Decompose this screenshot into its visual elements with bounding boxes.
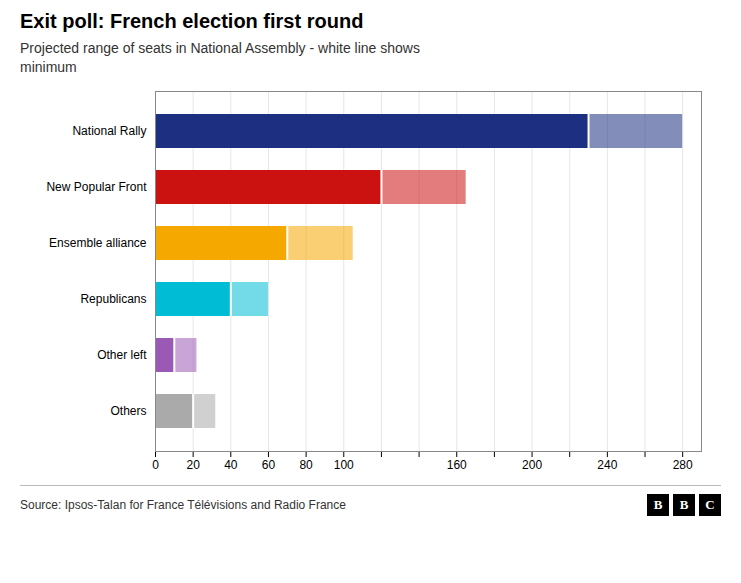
html-text:B: B — [679, 496, 689, 512]
svg-text:100: 100 — [334, 458, 354, 472]
html-text:C: C — [705, 496, 715, 512]
svg-text:Republicans: Republicans — [80, 292, 146, 306]
svg-text:20: 20 — [186, 458, 200, 472]
svg-text:Ensemble alliance: Ensemble alliance — [49, 236, 147, 250]
svg-text:200: 200 — [522, 458, 542, 472]
html-text:B: B — [653, 496, 663, 512]
svg-text:Others: Others — [110, 404, 146, 418]
svg-text:280: 280 — [673, 458, 693, 472]
html-text:Source: Ipsos-Talan for France: Source: Ipsos-Talan for France Télévisio… — [20, 497, 346, 512]
svg-text:New Popular Front: New Popular Front — [46, 180, 147, 194]
html-text:Exit poll: French election fir: Exit poll: French election first round — [20, 10, 364, 32]
svg-text:0: 0 — [152, 458, 159, 472]
svg-text:80: 80 — [299, 458, 313, 472]
svg-text:40: 40 — [224, 458, 238, 472]
html-text:Projected range of seats in Na: Projected range of seats in National Ass… — [20, 40, 420, 75]
svg-text:60: 60 — [262, 458, 276, 472]
svg-text:National Rally: National Rally — [72, 124, 146, 138]
svg-text:240: 240 — [597, 458, 617, 472]
svg-text:Other left: Other left — [97, 348, 147, 362]
svg-text:160: 160 — [447, 458, 467, 472]
